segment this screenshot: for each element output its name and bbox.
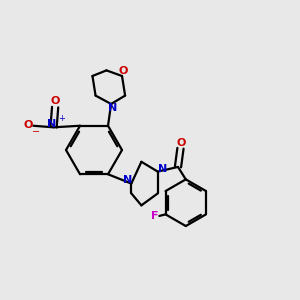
Text: −: − [32,127,40,137]
Text: N: N [108,103,117,113]
Text: O: O [118,66,128,76]
Text: N: N [158,164,167,174]
Text: O: O [50,97,60,106]
Text: O: O [176,138,186,148]
Text: F: F [151,211,158,221]
Text: +: + [58,114,65,123]
Text: O: O [23,120,32,130]
Text: N: N [123,176,132,185]
Text: N: N [47,118,57,129]
